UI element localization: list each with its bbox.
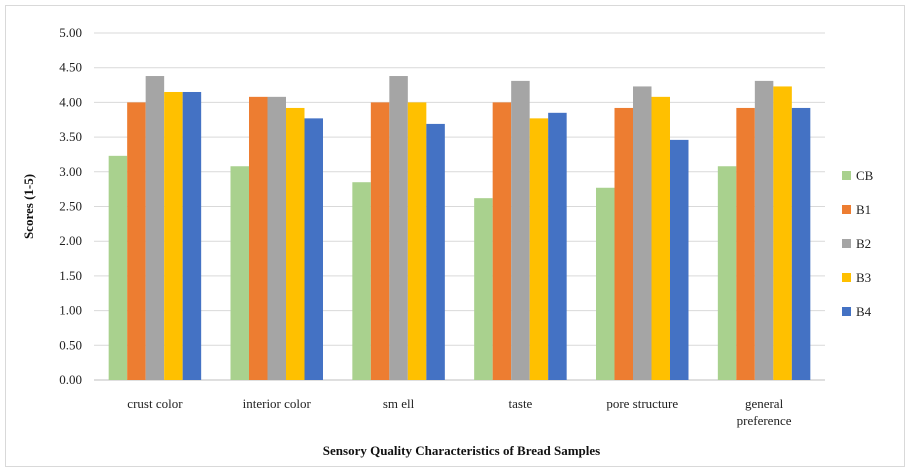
bar-b2-2: [389, 76, 408, 380]
bar-b1-0: [127, 102, 146, 381]
legend-label-b4: B4: [856, 304, 872, 319]
bar-b2-0: [145, 76, 165, 380]
bar-b4-2: [426, 123, 445, 380]
bar-cb-0: [108, 155, 128, 380]
bar-b2-1: [267, 96, 286, 381]
y-tick-label: 4.50: [59, 60, 82, 75]
gridlines: [94, 32, 825, 381]
bar-b1-4: [614, 107, 633, 381]
x-axis-title: Sensory Quality Characteristics of Bread…: [323, 443, 600, 458]
y-axis-title: Scores (1-5): [21, 174, 36, 239]
bar-cb-4: [596, 187, 615, 380]
legend-swatch-b4: [842, 307, 851, 316]
bar-b1-1: [249, 96, 268, 381]
x-tick-label: interior color: [243, 396, 312, 411]
y-tick-label: 0.00: [59, 372, 82, 387]
y-tick-label: 2.00: [59, 233, 82, 248]
bar-b3-1: [286, 107, 305, 381]
x-tick-label: pore structure: [606, 396, 678, 411]
bars: [108, 76, 811, 381]
x-tick-label: crust color: [127, 396, 183, 411]
bar-cb-2: [352, 182, 371, 380]
bar-b4-0: [182, 91, 202, 381]
bar-b4-1: [304, 118, 323, 380]
legend-swatch-cb: [842, 171, 851, 180]
bar-b3-2: [407, 102, 427, 381]
y-tick-label: 5.00: [59, 25, 82, 40]
bar-b1-2: [370, 102, 390, 381]
bar-b3-0: [164, 91, 183, 381]
legend-swatch-b1: [842, 205, 851, 214]
bar-b4-5: [791, 107, 811, 381]
bar-b3-3: [529, 118, 549, 380]
x-tick-label: taste: [509, 396, 533, 411]
legend-swatch-b3: [842, 273, 851, 282]
bar-cb-5: [717, 166, 737, 380]
tick-labels: 0.00 0.50 1.00 1.50 2.00 2.50 3.00 3.50 4.00 4.50…: [59, 25, 791, 428]
bar-cb-1: [230, 166, 249, 380]
bar-b2-3: [511, 80, 530, 381]
y-tick-label: 1.00: [59, 303, 82, 318]
legend-label-cb: CB: [856, 168, 874, 183]
y-tick-label: 4.00: [59, 94, 82, 109]
bar-b4-4: [670, 139, 689, 380]
bar-b2-5: [754, 80, 774, 381]
bar-b1-5: [736, 107, 755, 381]
bar-b3-5: [773, 86, 792, 381]
legend-label-b2: B2: [856, 236, 871, 251]
bar-cb-3: [474, 198, 493, 380]
legend-label-b1: B1: [856, 202, 871, 217]
bar-b3-4: [651, 96, 670, 381]
legend-swatch-b2: [842, 239, 851, 248]
y-tick-label: 2.50: [59, 199, 82, 214]
y-tick-label: 1.50: [59, 268, 82, 283]
x-tick-label: sm ell: [383, 396, 415, 411]
legend: CB B1 B2 B3 B4: [842, 168, 874, 319]
bar-b2-4: [633, 86, 652, 381]
bar-b1-3: [492, 102, 512, 381]
y-tick-label: 3.00: [59, 164, 82, 179]
bar-b4-3: [548, 112, 567, 380]
y-tick-label: 0.50: [59, 337, 82, 352]
legend-label-b3: B3: [856, 270, 871, 285]
y-tick-label: 3.50: [59, 129, 82, 144]
x-tick-label: general preference: [737, 396, 792, 428]
